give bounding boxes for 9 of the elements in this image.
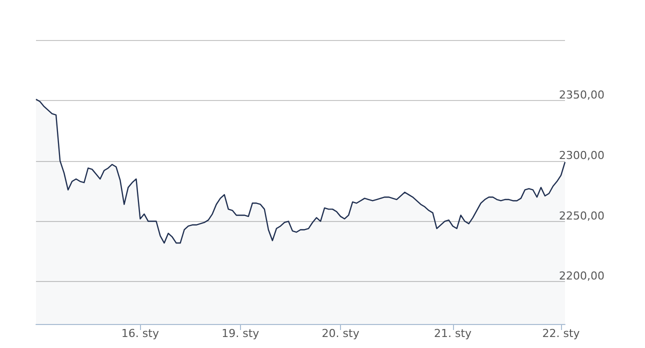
y-tick-label: 2350,00 bbox=[559, 88, 604, 102]
x-tick-label: 20. sty bbox=[322, 327, 360, 340]
y-tick-label: 2250,00 bbox=[559, 209, 604, 222]
y-tick-label: 2300,00 bbox=[559, 148, 604, 162]
x-tick-label: 21. sty bbox=[434, 327, 472, 340]
y-tick-label: 2200,00 bbox=[559, 270, 604, 283]
x-tick-label: 16. sty bbox=[121, 327, 160, 340]
x-tick-label: 19. sty bbox=[222, 327, 260, 340]
x-tick-label: 22. sty bbox=[542, 327, 580, 340]
